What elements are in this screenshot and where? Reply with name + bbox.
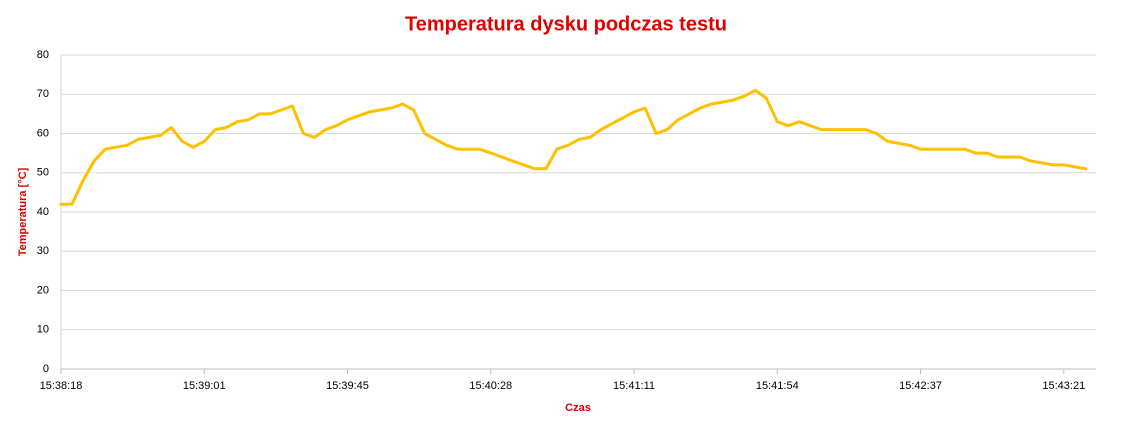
x-axis-label: Czas bbox=[565, 402, 591, 414]
y-tick-label: 60 bbox=[37, 127, 49, 139]
x-tick-label: 15:43:21 bbox=[1042, 380, 1085, 392]
x-tick-label: 15:38:18 bbox=[40, 380, 83, 392]
chart-title: Temperatura dysku podczas testu bbox=[405, 13, 727, 35]
y-tick-label: 40 bbox=[37, 206, 49, 218]
y-tick-label: 50 bbox=[37, 167, 49, 179]
x-tick-label: 15:39:45 bbox=[326, 380, 369, 392]
y-tick-label: 30 bbox=[37, 245, 49, 257]
x-tick-label: 15:42:37 bbox=[899, 380, 942, 392]
y-axis-label: Temperatura [°C] bbox=[17, 167, 29, 256]
y-tick-label: 0 bbox=[43, 363, 49, 375]
x-tick-label: 15:41:54 bbox=[756, 380, 799, 392]
x-tick-label: 15:41:11 bbox=[613, 380, 655, 392]
y-tick-label: 20 bbox=[37, 284, 49, 296]
y-tick-label: 80 bbox=[37, 49, 49, 61]
x-tick-label: 15:39:01 bbox=[183, 380, 226, 392]
data-line bbox=[59, 88, 1088, 206]
y-tick-label: 10 bbox=[37, 324, 49, 336]
y-tick-label: 70 bbox=[37, 88, 49, 100]
x-tick-label: 15:40:28 bbox=[469, 380, 512, 392]
